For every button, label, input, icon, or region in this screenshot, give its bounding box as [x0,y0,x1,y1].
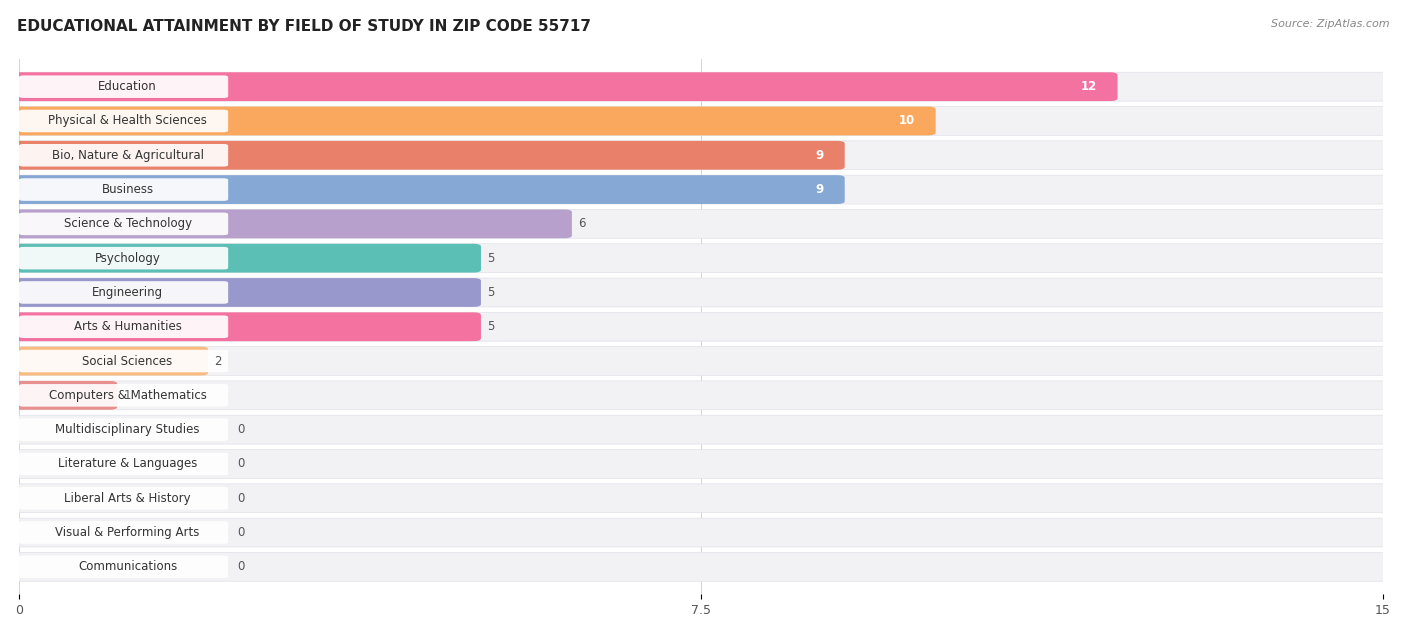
FancyBboxPatch shape [11,518,1391,547]
Text: Literature & Languages: Literature & Languages [58,458,197,470]
FancyBboxPatch shape [11,209,572,238]
Text: 0: 0 [238,526,245,539]
Text: Computers & Mathematics: Computers & Mathematics [49,389,207,402]
FancyBboxPatch shape [11,72,1118,101]
Text: 12: 12 [1080,80,1097,93]
FancyBboxPatch shape [11,484,1391,513]
Text: 9: 9 [815,149,824,162]
Text: Bio, Nature & Agricultural: Bio, Nature & Agricultural [52,149,204,162]
FancyBboxPatch shape [20,212,228,235]
Text: Psychology: Psychology [94,252,160,265]
Text: 0: 0 [238,561,245,573]
FancyBboxPatch shape [11,244,481,272]
FancyBboxPatch shape [20,556,228,578]
FancyBboxPatch shape [11,449,1391,478]
FancyBboxPatch shape [11,175,1391,204]
FancyBboxPatch shape [11,278,1391,307]
FancyBboxPatch shape [11,141,1391,169]
FancyBboxPatch shape [20,144,228,167]
Text: 0: 0 [238,492,245,505]
FancyBboxPatch shape [11,346,208,375]
FancyBboxPatch shape [20,453,228,475]
FancyBboxPatch shape [11,107,935,135]
FancyBboxPatch shape [20,247,228,269]
Text: Communications: Communications [77,561,177,573]
Text: 0: 0 [238,458,245,470]
FancyBboxPatch shape [20,418,228,441]
FancyBboxPatch shape [20,349,228,372]
FancyBboxPatch shape [11,312,481,341]
Text: Social Sciences: Social Sciences [83,355,173,368]
Text: Visual & Performing Arts: Visual & Performing Arts [55,526,200,539]
Text: Science & Technology: Science & Technology [63,217,191,231]
Text: 9: 9 [815,183,824,196]
FancyBboxPatch shape [20,384,228,406]
FancyBboxPatch shape [11,175,845,204]
FancyBboxPatch shape [11,552,1391,581]
FancyBboxPatch shape [11,381,1391,410]
Text: 2: 2 [215,355,222,368]
Text: Engineering: Engineering [91,286,163,299]
FancyBboxPatch shape [11,107,1391,135]
FancyBboxPatch shape [11,141,845,169]
FancyBboxPatch shape [11,312,1391,341]
FancyBboxPatch shape [11,244,1391,272]
Text: 5: 5 [488,286,495,299]
Text: 5: 5 [488,252,495,265]
FancyBboxPatch shape [20,315,228,338]
FancyBboxPatch shape [20,521,228,544]
FancyBboxPatch shape [11,209,1391,238]
FancyBboxPatch shape [20,75,228,98]
Text: 5: 5 [488,320,495,333]
Text: EDUCATIONAL ATTAINMENT BY FIELD OF STUDY IN ZIP CODE 55717: EDUCATIONAL ATTAINMENT BY FIELD OF STUDY… [17,19,591,34]
Text: 1: 1 [124,389,131,402]
Text: Physical & Health Sciences: Physical & Health Sciences [48,114,207,128]
Text: 10: 10 [898,114,915,128]
Text: Arts & Humanities: Arts & Humanities [73,320,181,333]
FancyBboxPatch shape [11,381,117,410]
FancyBboxPatch shape [11,346,1391,375]
FancyBboxPatch shape [20,110,228,132]
Text: Multidisciplinary Studies: Multidisciplinary Studies [55,423,200,436]
Text: Business: Business [101,183,153,196]
Text: 0: 0 [238,423,245,436]
Text: 6: 6 [578,217,586,231]
Text: Liberal Arts & History: Liberal Arts & History [65,492,191,505]
FancyBboxPatch shape [20,178,228,201]
Text: Education: Education [98,80,157,93]
FancyBboxPatch shape [20,487,228,509]
FancyBboxPatch shape [11,72,1391,101]
Text: Source: ZipAtlas.com: Source: ZipAtlas.com [1271,19,1389,29]
FancyBboxPatch shape [20,281,228,304]
FancyBboxPatch shape [11,278,481,307]
FancyBboxPatch shape [11,415,1391,444]
